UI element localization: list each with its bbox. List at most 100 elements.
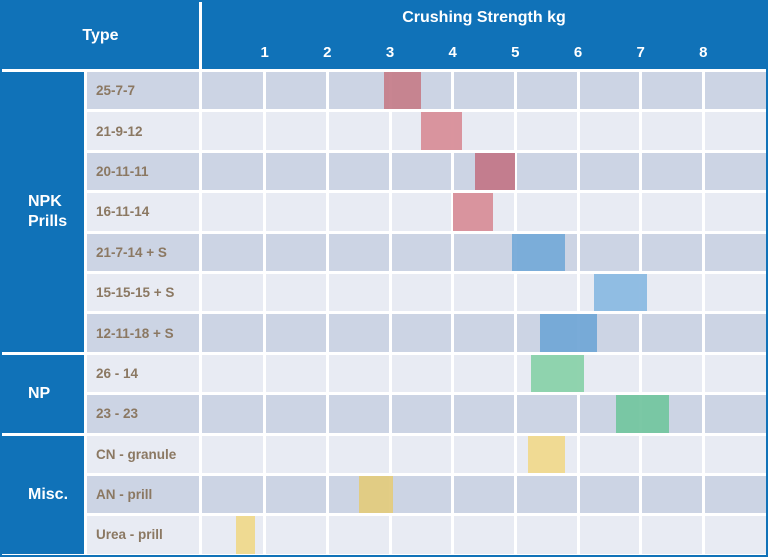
gridline [639,516,643,554]
category-label: NP [28,384,51,402]
x-axis-tick: 3 [385,44,395,61]
gridline [701,152,705,191]
gridline [451,72,455,110]
table-header: Type Crushing Strength kg 1 2 3 4 5 6 7 … [2,2,766,69]
gridline [451,354,455,393]
row-label: 21-9-12 [96,123,143,139]
category-section: NP 26 - 14 23 - 23 [2,354,766,433]
gridline [576,112,580,150]
gridline [325,435,329,473]
category-section: Misc. CN - granule AN - prill Urea - pri… [2,435,766,554]
gridline [388,516,392,554]
gridline [325,193,329,231]
gridline [576,475,580,514]
row-label: 20-11-11 [96,163,149,179]
x-axis-tick: 5 [511,44,520,61]
section-rows: 25-7-7 21-9-12 20-11-11 16-11-14 21-7-14 [87,72,766,352]
gridline [388,152,392,191]
table-row: 21-7-14 + S [87,233,766,271]
chart-cell [202,233,766,271]
gridline [576,435,580,473]
x-axis-tick: 6 [573,44,583,61]
row-label-cell: 21-9-12 [87,112,199,150]
range-bar [236,516,256,554]
table-row: 20-11-11 [87,152,766,191]
table-body: NPK Prills 25-7-7 21-9-12 20-11-11 16-11… [2,69,766,554]
gridline [388,314,392,352]
gridline [576,233,580,271]
row-label-cell: 12-11-18 + S [87,314,199,352]
gridline [513,152,517,191]
range-bar [474,152,516,191]
gridline [639,112,643,150]
chart-cell [202,475,766,514]
row-label: 23 - 23 [96,406,139,422]
gridline [701,354,705,393]
row-label-cell: 26 - 14 [87,354,199,393]
gridline [639,475,643,514]
range-bar [531,354,585,393]
gridline [513,193,517,231]
gridline [701,435,705,473]
gridline [451,314,455,352]
gridline [451,516,455,554]
type-header-label: Type [82,26,119,44]
range-bar [358,475,394,514]
gridline [325,152,329,191]
gridline [639,233,643,271]
gridline [263,152,267,191]
row-label: 25-7-7 [96,83,136,99]
x-axis-tick: 2 [323,44,332,61]
table-row: 15-15-15 + S [87,273,766,312]
chart-cell [202,516,766,554]
category-section: NPK Prills 25-7-7 21-9-12 20-11-11 16-11… [2,72,766,352]
row-label: AN - prill [96,487,153,503]
gridline [639,152,643,191]
gridline [513,395,517,433]
gridline [325,273,329,312]
gridline [388,193,392,231]
gridline [388,354,392,393]
gridline [701,314,705,352]
gridline [263,354,267,393]
section-rows: CN - granule AN - prill Urea - prill [87,435,766,554]
range-bar [593,273,647,312]
row-label-cell: 25-7-7 [87,72,199,110]
row-label: Urea - prill [96,527,163,543]
gridline [325,233,329,271]
category-label: Misc. [28,485,69,503]
gridline [388,233,392,271]
table-row: AN - prill [87,475,766,514]
chart-cell [202,314,766,352]
row-label-cell: 16-11-14 [87,193,199,231]
gridline [513,112,517,150]
gridline [263,193,267,231]
row-label: CN - granule [96,446,177,462]
gridline [639,72,643,110]
category-label: NPK Prills [28,192,68,230]
gridline [388,395,392,433]
chart-title: Crushing Strength kg [402,9,566,26]
gridline [325,395,329,433]
gridline [263,233,267,271]
gridline [513,314,517,352]
gridline [576,395,580,433]
chart-cell [202,152,766,191]
gridline [701,233,705,271]
gridline [576,193,580,231]
row-label: 12-11-18 + S [96,325,174,341]
row-label: 15-15-15 + S [96,285,175,301]
gridline [263,395,267,433]
x-axis-tick: 1 [260,44,269,61]
gridline [451,273,455,312]
gridline [451,475,455,514]
gridline [701,475,705,514]
category-cell: NPK Prills [2,72,84,352]
range-bar [383,72,422,110]
gridline [263,314,267,352]
gridline [451,233,455,271]
gridline [701,273,705,312]
chart-cell [202,112,766,150]
gridline [513,354,517,393]
range-bar [512,233,566,271]
